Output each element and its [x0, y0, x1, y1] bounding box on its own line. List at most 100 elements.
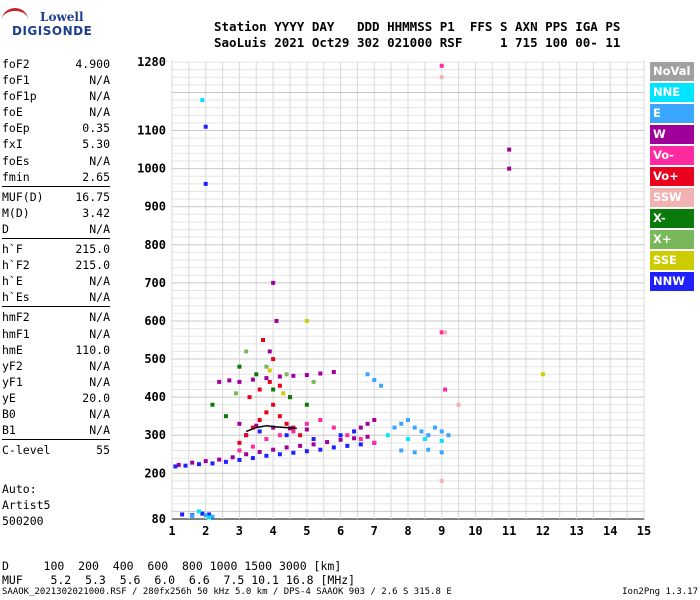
y-tick-label: 300	[144, 428, 166, 442]
autoscaling-info: Auto: Artist5 500200	[2, 481, 50, 529]
param-row: h`E N/A	[2, 273, 110, 289]
footer: SAAOK_2021302021000.RSF / 280fx256h 50 k…	[2, 587, 698, 597]
echo-point	[274, 318, 279, 323]
param-name: foEs	[2, 153, 30, 168]
param-value: 20.0	[82, 390, 110, 405]
x-tick-label: 13	[569, 524, 583, 538]
echo-point	[365, 372, 370, 377]
param-row: D N/A	[2, 221, 110, 237]
param-row: MUF(D) 16.75	[2, 189, 110, 205]
param-value: 215.0	[75, 242, 110, 257]
echo-point	[227, 378, 232, 383]
echo-point	[331, 445, 336, 450]
legend-item: NoVal	[650, 62, 694, 81]
echo-point	[304, 402, 309, 407]
logo-arc-icon	[2, 8, 28, 31]
echo-point	[264, 376, 269, 381]
echo-point	[254, 423, 259, 428]
param-name: M(D)	[2, 205, 30, 220]
param-row: yF1 N/A	[2, 374, 110, 390]
param-value: N/A	[89, 221, 110, 236]
param-row: yF2 N/A	[2, 358, 110, 374]
param-name: hmF1	[2, 326, 30, 341]
param-row: h`Es N/A	[2, 289, 110, 305]
echo-point	[298, 443, 303, 448]
y-tick-label: 700	[144, 276, 166, 290]
legend-item: X+	[650, 230, 694, 249]
y-tick-label: 600	[144, 314, 166, 328]
polarization-legend: NoVal NNE E W Vo- Vo+ SSW X- X+ SSE NNW	[650, 62, 694, 293]
echo-point	[412, 425, 417, 430]
auto-program: Artist5	[2, 498, 51, 512]
echo-point	[372, 440, 377, 445]
echo-point	[237, 448, 242, 453]
x-tick-label: 3	[236, 524, 243, 538]
echo-point	[385, 433, 390, 438]
legend-item: SSW	[650, 188, 694, 207]
echo-point	[352, 436, 357, 441]
echo-point	[284, 445, 289, 450]
legend-item: E	[650, 104, 694, 123]
param-name: yF1	[2, 374, 23, 389]
echo-point	[284, 421, 289, 426]
echo-point	[234, 391, 239, 396]
echo-point	[443, 330, 448, 335]
echo-point	[257, 417, 262, 422]
echo-point	[372, 377, 377, 382]
y-tick-label: 1000	[137, 162, 166, 176]
echo-point	[288, 395, 292, 400]
echo-point	[439, 438, 444, 443]
echo-point	[422, 437, 427, 442]
param-row: C-level 55	[2, 442, 110, 458]
param-separator	[2, 306, 110, 308]
echo-point	[365, 434, 370, 439]
param-row: hmF2 N/A	[2, 309, 110, 325]
echo-point	[277, 383, 282, 388]
echo-point	[183, 463, 188, 468]
auto-label: Auto:	[2, 482, 37, 496]
param-name: foF1p	[2, 89, 37, 104]
param-row: foEs N/A	[2, 153, 110, 169]
echo-point	[439, 450, 444, 455]
param-value: N/A	[89, 310, 110, 325]
echo-point	[264, 453, 269, 458]
echo-point	[203, 181, 208, 186]
x-tick-label: 2	[202, 524, 209, 538]
echo-point	[230, 455, 235, 460]
echo-point	[426, 447, 431, 452]
param-name: h`Es	[2, 290, 30, 305]
echo-point	[291, 450, 296, 455]
muf-table-d-row: D 100 200 400 600 800 1000 1500 3000 [km…	[2, 559, 342, 573]
echo-point	[277, 433, 282, 438]
param-row: hmF1 N/A	[2, 326, 110, 342]
param-name: fxI	[2, 137, 23, 152]
y-tick-label: 400	[144, 390, 166, 404]
echo-point	[412, 450, 417, 455]
param-row: foF1p N/A	[2, 88, 110, 104]
x-tick-label: 5	[303, 524, 310, 538]
param-row: h`F2 215.0	[2, 257, 110, 273]
parameter-panel: foF2 4.900 foF1 N/A foF1p N/A foE N/A foEp 0.35 fx…	[2, 56, 110, 458]
legend-item: W	[650, 125, 694, 144]
footer-version: Ion2Png 1.3.17	[622, 587, 698, 597]
echo-point	[217, 379, 222, 384]
param-value: N/A	[89, 423, 110, 438]
echo-point	[318, 371, 323, 376]
muf-table-muf-row: MUF 5.2 5.3 5.6 6.0 6.6 7.5 10.1 16.8 [M…	[2, 573, 356, 587]
echo-point	[318, 447, 323, 452]
echo-point	[379, 383, 384, 388]
x-tick-label: 6	[337, 524, 344, 538]
echo-point	[399, 421, 404, 426]
y-tick-label: 80	[152, 512, 166, 526]
echo-point	[190, 460, 195, 465]
legend-item: NNW	[650, 272, 694, 291]
echo-point	[271, 357, 276, 362]
param-row: yE 20.0	[2, 390, 110, 406]
param-name: hmE	[2, 342, 23, 357]
echo-point	[264, 437, 269, 442]
echo-point	[338, 437, 343, 442]
param-value: 215.0	[75, 258, 110, 273]
echo-point	[210, 514, 215, 519]
param-value: N/A	[89, 326, 110, 341]
echo-point	[257, 429, 262, 434]
